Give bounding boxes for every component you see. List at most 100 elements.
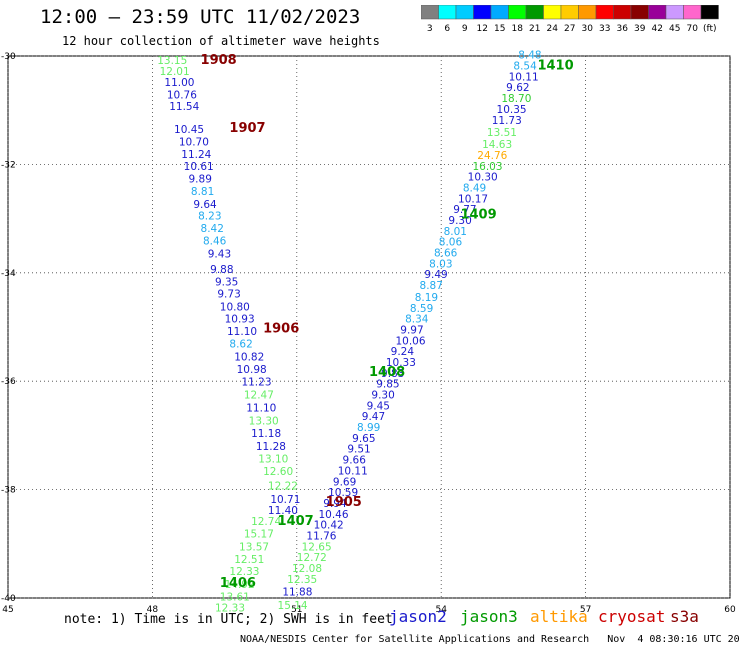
swh-value: 10.98 <box>237 364 267 376</box>
swh-value: 12.65 <box>302 541 332 553</box>
swh-value: 11.73 <box>492 115 522 127</box>
swh-value: 11.76 <box>306 530 336 542</box>
legend-label: 3 <box>427 24 433 34</box>
swh-value: 10.42 <box>314 520 344 532</box>
swh-value: 14.63 <box>482 139 512 151</box>
swh-value: 8.87 <box>420 280 443 292</box>
swh-value: 11.54 <box>169 101 199 113</box>
legend-label: (ft) <box>703 24 717 34</box>
track-label: 1409 <box>460 208 496 223</box>
swh-value: 8.01 <box>444 226 467 238</box>
swh-value: 24.76 <box>477 150 507 162</box>
swh-value: 12.72 <box>297 552 327 564</box>
swh-value: 8.62 <box>229 339 252 351</box>
color-legend: 3 6 9 12 15 18 21 24 27 30 33 36 39 42 45 70 (ft) <box>421 5 719 34</box>
swh-value: 8.66 <box>434 248 458 260</box>
swh-value: 8.06 <box>439 237 463 249</box>
swh-value: 11.23 <box>241 377 271 389</box>
swh-value: 10.76 <box>167 89 197 101</box>
swh-value: 9.77 <box>453 204 476 216</box>
swh-value: 14.92 <box>225 579 255 591</box>
swh-value: 18.70 <box>501 93 531 105</box>
swh-value: 11.24 <box>181 149 211 161</box>
swh-value: 9.24 <box>391 346 415 358</box>
swh-value: 9.85 <box>376 379 399 391</box>
y-tick-label: -30 <box>1 52 16 62</box>
legend-label: 21 <box>529 24 540 34</box>
swh-value: 9.64 <box>193 199 217 211</box>
swh-value: 9.51 <box>347 444 370 456</box>
swh-value: 10.71 <box>270 494 300 506</box>
track-label: 1408 <box>369 365 405 380</box>
swh-value: 9.83 <box>381 368 404 380</box>
swh-value: 12.08 <box>292 563 322 575</box>
footer-credit: NOAA/NESDIS Center for Satellite Applica… <box>240 634 740 645</box>
legend-label: 15 <box>494 24 505 34</box>
y-tick-label: -40 <box>1 594 16 604</box>
y-tick-label: -36 <box>1 377 16 387</box>
legend-label: 39 <box>634 24 646 34</box>
legend-label: 36 <box>617 24 629 34</box>
swh-value: 9.45 <box>367 400 390 412</box>
swh-value: 12.51 <box>234 554 264 566</box>
satellite-cryosat: cryosat <box>598 607 666 626</box>
swh-value: 9.94 <box>323 498 347 510</box>
plot-frame <box>7 55 731 599</box>
track-label: 1410 <box>537 59 573 74</box>
satellite-jason3: jason3 <box>460 607 518 626</box>
x-tick-label: 54 <box>435 605 447 615</box>
swh-value: 10.80 <box>220 302 250 314</box>
swh-value: 11.18 <box>251 428 281 440</box>
swh-value: 10.46 <box>318 509 348 521</box>
swh-value: 13.51 <box>487 127 517 139</box>
track-label: 1906 <box>263 321 299 336</box>
track-label: 1407 <box>278 514 314 529</box>
swh-value: 10.11 <box>509 71 539 83</box>
swh-value: 13.30 <box>249 416 279 428</box>
track-label: 1905 <box>326 495 362 510</box>
satellite-altika: altika <box>530 607 588 626</box>
swh-value: 12.47 <box>244 390 274 402</box>
swh-value: 11.00 <box>164 77 194 89</box>
swh-value: 10.35 <box>497 104 527 116</box>
swh-value: 9.89 <box>189 173 212 185</box>
legend-label: 27 <box>564 24 575 34</box>
swh-value: 8.54 <box>513 61 537 73</box>
swh-value: 12.60 <box>263 466 293 478</box>
swh-value: 13.57 <box>239 541 269 553</box>
track-label: 1406 <box>220 576 256 591</box>
swh-value: 10.06 <box>395 335 425 347</box>
swh-value: 9.69 <box>333 476 356 488</box>
swh-value: 8.48 <box>518 50 541 62</box>
swh-value: 8.23 <box>198 211 221 223</box>
swh-value: 10.82 <box>234 352 264 364</box>
swh-value: 8.49 <box>463 183 486 195</box>
swh-value: 8.42 <box>201 223 224 235</box>
chart-title: 12:00 – 23:59 UTC 11/02/2023 <box>40 6 361 28</box>
track-label: 1907 <box>229 121 265 136</box>
legend-label: 33 <box>599 24 610 34</box>
swh-value: 9.66 <box>343 455 367 467</box>
swh-value: 12.35 <box>287 574 317 586</box>
legend-label: 9 <box>462 24 468 34</box>
swh-value: 10.17 <box>458 193 488 205</box>
x-tick-label: 57 <box>580 605 591 615</box>
swh-value: 9.97 <box>400 325 423 337</box>
swh-value: 10.30 <box>468 172 498 184</box>
swh-value: 10.33 <box>386 357 416 369</box>
x-tick-label: 45 <box>2 605 13 615</box>
swh-value: 10.93 <box>225 314 255 326</box>
swh-value: 9.88 <box>210 264 233 276</box>
swh-value: 12.01 <box>160 66 190 78</box>
swh-value: 8.03 <box>429 258 452 270</box>
swh-value: 8.59 <box>410 303 433 315</box>
swh-value: 9.43 <box>208 249 231 261</box>
swh-value: 15.14 <box>278 600 308 612</box>
swh-value: 9.73 <box>217 289 240 301</box>
legend-label: 24 <box>547 24 559 34</box>
track-label: 1908 <box>201 53 237 68</box>
swh-value: 9.65 <box>352 433 375 445</box>
legend-label: 42 <box>652 24 663 34</box>
swh-value: 9.35 <box>215 276 238 288</box>
swh-value: 13.61 <box>220 592 250 604</box>
